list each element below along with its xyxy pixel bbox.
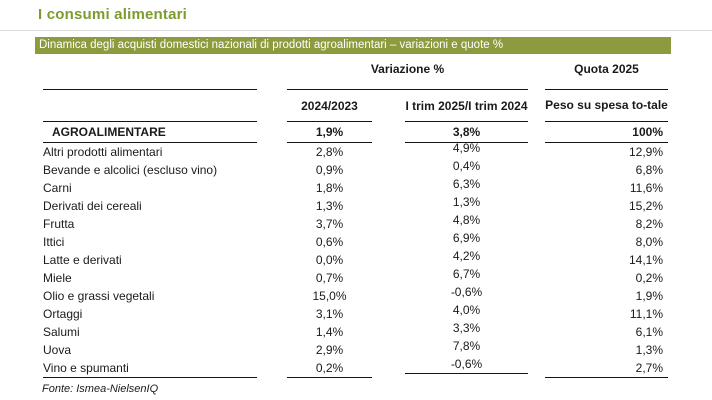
table-row-total: AGROALIMENTARE 1,9% 3,8% 100% xyxy=(43,122,668,143)
cell-var-trim: 0,4% xyxy=(452,159,481,173)
subheader-trim: I trim 2025/I trim 2024 xyxy=(405,90,528,122)
table-caption-banner: Dinamica degli acquisti domestici nazion… xyxy=(35,37,671,54)
row-label: Ittici xyxy=(43,235,65,249)
row-label: Frutta xyxy=(43,217,75,231)
cell-quota: 14,1% xyxy=(628,253,663,267)
cell-quota: 8,0% xyxy=(635,235,663,249)
cell-var-trim: 4,2% xyxy=(452,249,481,263)
table-subheader-row: 2024/2023 I trim 2025/I trim 2024 Peso s… xyxy=(43,90,668,122)
row-label: Uova xyxy=(43,343,72,357)
cell-quota: 100% xyxy=(545,122,668,143)
source-note: Fonte: Ismea-NielsenIQ xyxy=(42,383,159,395)
cell-quota: 11,6% xyxy=(629,181,663,195)
table-row: Derivati dei cereali 1,3% 1,3% 15,2% xyxy=(43,195,668,215)
table-row: Olio e grassi vegetali 15,0% -0,6% 1,9% xyxy=(43,285,668,305)
consumption-table: Variazione % Quota 2025 2024/2023 I trim… xyxy=(43,60,668,378)
cell-var-2024-2023: 2,9% xyxy=(315,343,344,357)
cell-var-2024-2023: 1,8% xyxy=(315,181,344,195)
table-row: Altri prodotti alimentari 2,8% 4,9% 12,9… xyxy=(43,141,668,161)
row-label: Derivati dei cereali xyxy=(43,199,142,213)
cell-quota: 15,2% xyxy=(628,199,663,213)
page-title: I consumi alimentari xyxy=(38,6,188,23)
cell-var-trim: 4,9% xyxy=(452,141,481,155)
cell-quota: 6,8% xyxy=(635,163,663,177)
cell-var-2024-2023: 0,9% xyxy=(315,163,344,177)
cell-var-trim: 3,8% xyxy=(405,122,528,143)
table-row-last: Vino e spumanti 0,2% -0,6% 2,7% xyxy=(43,357,668,378)
cell-var-trim: -0,6% xyxy=(405,355,528,374)
cell-var-2024-2023: 0,7% xyxy=(315,271,344,285)
cell-quota: 1,9% xyxy=(635,289,663,303)
cell-var-2024-2023: 0,6% xyxy=(315,235,344,249)
cell-var-2024-2023: 15,0% xyxy=(312,289,347,303)
cell-var-2024-2023: 0,2% xyxy=(287,359,372,378)
row-label: Latte e derivati xyxy=(43,253,122,267)
cell-quota: 11,1% xyxy=(629,307,663,321)
cell-quota: 6,1% xyxy=(635,325,663,339)
row-label: Miele xyxy=(43,271,72,285)
cell-var-trim: 4,8% xyxy=(452,213,481,227)
cell-quota: 8,2% xyxy=(635,217,663,231)
cell-var-trim: 7,8% xyxy=(452,339,481,353)
row-label: Bevande e alcolici (escluso vino) xyxy=(43,163,218,177)
cell-var-trim: 1,3% xyxy=(452,195,481,209)
table-row: Latte e derivati 0,0% 4,2% 14,1% xyxy=(43,249,668,269)
row-label: Ortaggi xyxy=(43,307,83,321)
cell-var-2024-2023: 0,0% xyxy=(315,253,344,267)
group-header-variazione: Variazione % xyxy=(287,60,528,90)
cell-var-2024-2023: 1,4% xyxy=(315,325,344,339)
cell-var-trim: 3,3% xyxy=(452,321,481,335)
cell-quota: 0,2% xyxy=(635,271,663,285)
cell-var-trim: 4,0% xyxy=(452,303,481,317)
title-divider-line xyxy=(0,30,712,31)
subheader-peso: Peso su spesa to-tale xyxy=(545,90,668,122)
cell-var-2024-2023: 2,8% xyxy=(315,145,344,159)
table-row: Ortaggi 3,1% 4,0% 11,1% xyxy=(43,303,668,323)
table-row: Frutta 3,7% 4,8% 8,2% xyxy=(43,213,668,233)
row-label: Olio e grassi vegetali xyxy=(43,289,155,303)
table-group-header-row: Variazione % Quota 2025 xyxy=(43,60,668,90)
row-label: AGROALIMENTARE xyxy=(43,122,257,143)
cell-var-trim: 6,9% xyxy=(452,231,481,245)
cell-var-2024-2023: 3,7% xyxy=(315,217,344,231)
cell-var-trim: 6,7% xyxy=(452,267,481,281)
table-row: Ittici 0,6% 6,9% 8,0% xyxy=(43,231,668,251)
table-row: Bevande e alcolici (escluso vino) 0,9% 0… xyxy=(43,159,668,179)
subheader-empty-cell xyxy=(43,90,257,122)
cell-var-2024-2023: 3,1% xyxy=(315,307,344,321)
cell-quota: 12,9% xyxy=(628,145,663,159)
cell-var-2024-2023: 1,9% xyxy=(287,122,372,143)
row-label: Altri prodotti alimentari xyxy=(43,145,163,159)
cell-var-trim: -0,6% xyxy=(450,285,483,299)
cell-var-2024-2023: 1,3% xyxy=(315,199,344,213)
cell-var-trim: 6,3% xyxy=(452,177,481,191)
subheader-2024-2023: 2024/2023 xyxy=(287,90,372,122)
cell-quota: 1,3% xyxy=(635,343,663,357)
table-row: Salumi 1,4% 3,3% 6,1% xyxy=(43,321,668,341)
row-label: Carni xyxy=(43,181,72,195)
cell-quota: 2,7% xyxy=(545,359,668,378)
table-row: Miele 0,7% 6,7% 0,2% xyxy=(43,267,668,287)
table-row: Carni 1,8% 6,3% 11,6% xyxy=(43,177,668,197)
group-header-empty-cell xyxy=(43,60,257,90)
table-row: Uova 2,9% 7,8% 1,3% xyxy=(43,339,668,359)
row-label: Salumi xyxy=(43,325,80,339)
group-header-quota: Quota 2025 xyxy=(545,60,668,90)
row-label: Vino e spumanti xyxy=(43,359,257,378)
